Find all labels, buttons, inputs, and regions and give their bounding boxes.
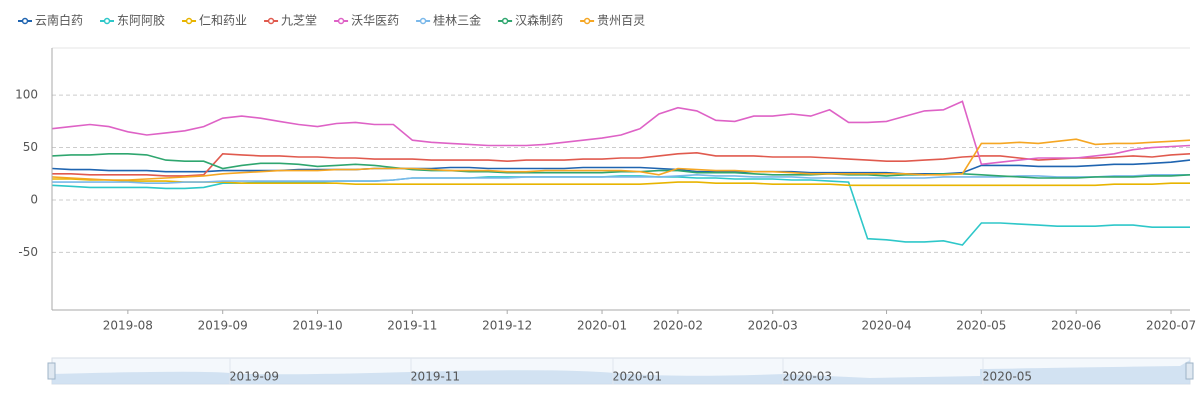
series-line bbox=[52, 151, 1191, 177]
legend-marker bbox=[21, 17, 29, 25]
x-tick-label: 2020-02 bbox=[653, 319, 703, 333]
legend-label[interactable]: 贵州百灵 bbox=[597, 14, 645, 28]
x-tick-label: 2019-09 bbox=[198, 319, 248, 333]
plot-area bbox=[51, 94, 1191, 253]
series-line bbox=[51, 138, 1191, 181]
series-line bbox=[51, 159, 1191, 175]
slider-handle[interactable] bbox=[1185, 362, 1194, 380]
series-line bbox=[51, 175, 1190, 246]
legend-item[interactable]: 东阿阿胶 bbox=[100, 13, 165, 28]
x-tick-label: 2020-04 bbox=[861, 319, 911, 333]
y-tick-label: 50 bbox=[23, 140, 38, 154]
legend-item[interactable]: 桂林三金 bbox=[416, 13, 481, 28]
x-tick-label: 2019-10 bbox=[292, 319, 342, 333]
legend-item[interactable]: 汉森制药 bbox=[498, 13, 563, 28]
legend-label[interactable]: 九芝堂 bbox=[281, 13, 317, 28]
x-tick-label: 2019-08 bbox=[103, 319, 153, 333]
legend-marker bbox=[583, 17, 591, 25]
legend-marker bbox=[419, 17, 427, 25]
x-tick-label: 2020-01 bbox=[577, 319, 627, 333]
slider-handle[interactable] bbox=[47, 362, 56, 380]
series-line bbox=[51, 100, 1191, 166]
legend-label[interactable]: 汉森制药 bbox=[515, 13, 563, 28]
legend-marker bbox=[185, 17, 193, 25]
slider-label: 2020-05 bbox=[982, 370, 1032, 384]
series-line bbox=[52, 173, 1190, 184]
legend-item[interactable]: 仁和药业 bbox=[182, 14, 247, 28]
slider-label: 2020-01 bbox=[612, 370, 662, 384]
legend-marker bbox=[103, 17, 111, 25]
slider-label: 2019-09 bbox=[229, 370, 279, 384]
x-tick-label: 2020-07 bbox=[1146, 319, 1196, 333]
x-tick-label: 2020-03 bbox=[748, 319, 798, 333]
data-zoom[interactable] bbox=[47, 357, 1194, 385]
legend-marker bbox=[267, 17, 275, 25]
legend-marker bbox=[501, 17, 509, 25]
legend-marker bbox=[337, 17, 345, 25]
slider-preview bbox=[52, 360, 1190, 384]
legend-label[interactable]: 东阿阿胶 bbox=[117, 13, 165, 28]
legend-label[interactable]: 桂林三金 bbox=[433, 13, 481, 28]
x-tick-label: 2019-12 bbox=[482, 319, 532, 333]
legend-item[interactable]: 九芝堂 bbox=[264, 13, 317, 28]
y-tick-label: -50 bbox=[18, 245, 38, 259]
legend-label[interactable]: 云南白药 bbox=[35, 13, 83, 28]
x-tick-label: 2020-05 bbox=[956, 319, 1006, 333]
series-line bbox=[51, 153, 1191, 179]
y-tick-label: 0 bbox=[30, 192, 38, 206]
y-tick-label: 100 bbox=[15, 88, 38, 102]
legend-item[interactable]: 贵州百灵 bbox=[580, 14, 645, 28]
legend-label[interactable]: 仁和药业 bbox=[199, 14, 247, 28]
legend-label[interactable]: 沃华医药 bbox=[351, 14, 399, 28]
series-line bbox=[52, 178, 1190, 187]
legend-item[interactable]: 云南白药 bbox=[18, 13, 83, 28]
slider-label: 2020-03 bbox=[782, 370, 832, 384]
x-tick-label: 2019-11 bbox=[387, 319, 437, 333]
x-tick-label: 2020-06 bbox=[1051, 319, 1101, 333]
slider-label: 2019-11 bbox=[410, 370, 460, 384]
legend-item[interactable]: 沃华医药 bbox=[334, 14, 399, 28]
